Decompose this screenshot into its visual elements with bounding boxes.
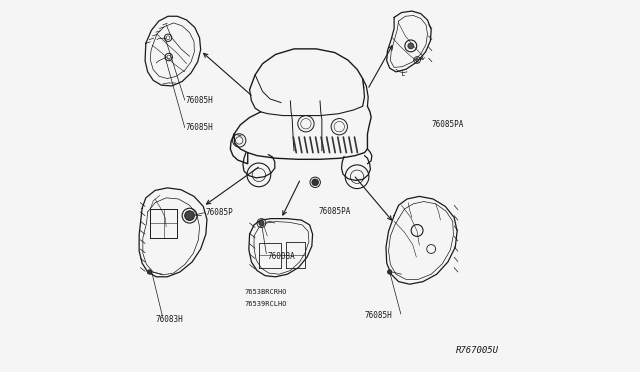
Text: 76083H: 76083H: [155, 315, 183, 324]
Circle shape: [312, 179, 319, 186]
Text: 7653BRCRHO: 7653BRCRHO: [244, 289, 287, 295]
Text: 76085H: 76085H: [186, 96, 214, 105]
Circle shape: [387, 270, 392, 274]
Text: 76085PA: 76085PA: [319, 207, 351, 216]
Circle shape: [147, 270, 152, 274]
Text: 76085H: 76085H: [186, 123, 214, 132]
Text: 76085H: 76085H: [364, 311, 392, 320]
Text: 76085PA: 76085PA: [431, 121, 463, 129]
Text: R767005U: R767005U: [456, 346, 499, 355]
Circle shape: [408, 43, 414, 49]
Text: 76085P: 76085P: [205, 208, 233, 217]
Text: 76008A: 76008A: [268, 252, 295, 261]
Circle shape: [185, 211, 195, 221]
Text: 76539RCLHO: 76539RCLHO: [244, 301, 287, 307]
Circle shape: [259, 221, 264, 226]
Circle shape: [415, 58, 419, 61]
